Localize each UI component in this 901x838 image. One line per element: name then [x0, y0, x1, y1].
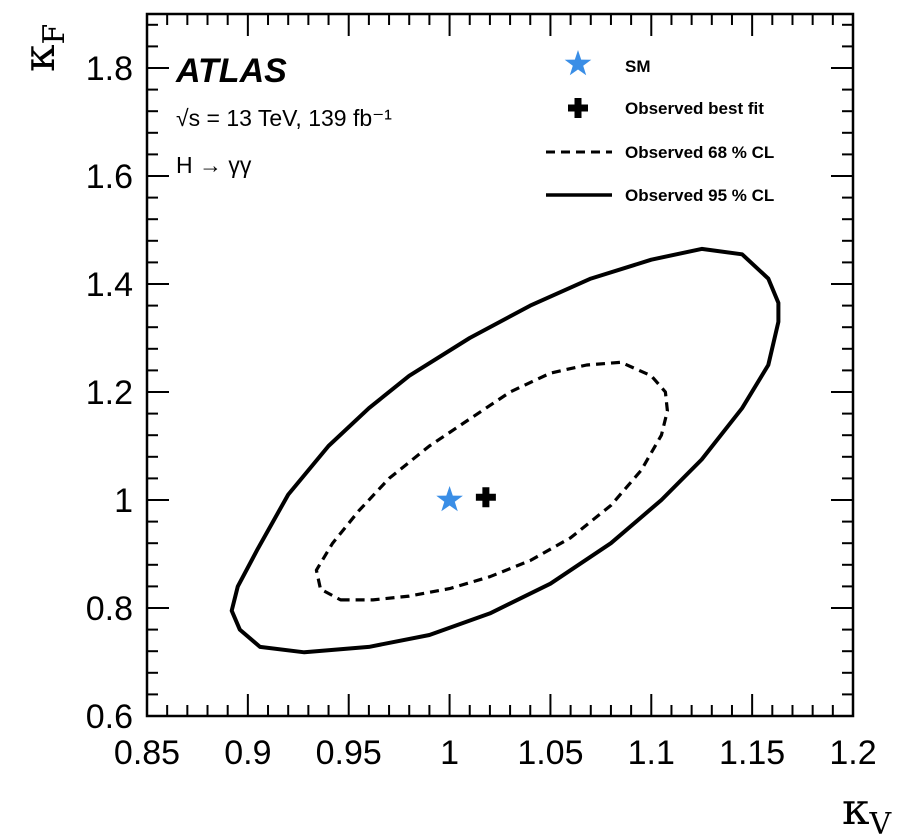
legend-68-label: Observed 68 % CL — [625, 143, 774, 162]
x-tick-label: 1.2 — [829, 734, 876, 772]
contour-68-line — [314, 360, 669, 602]
legend-best-fit-cross-icon — [568, 98, 588, 118]
y-tick-label: 0.8 — [86, 590, 133, 628]
energy-lumi-label: √s = 13 TeV, 139 fb⁻¹ — [176, 105, 392, 131]
y-tick-label: 1 — [114, 482, 133, 520]
best-fit-marker — [475, 487, 496, 508]
contour-95-line — [229, 246, 781, 655]
y-tick-label: 1.6 — [86, 158, 133, 196]
sm-point-marker — [436, 486, 463, 512]
x-axis-title: κV — [842, 784, 893, 838]
plot-frame — [145, 12, 855, 718]
x-tick-label: 1.05 — [517, 734, 583, 772]
x-tick-label: 1.15 — [719, 734, 785, 772]
x-tick-label: 0.85 — [114, 734, 180, 772]
y-tick-label: 0.6 — [86, 698, 133, 736]
y-tick-label: 1.2 — [86, 374, 133, 412]
legend-sm-label: SM — [625, 57, 651, 76]
y-tick-label: 1.8 — [86, 50, 133, 88]
y-tick-labels: 0.6 0.8 1 1.2 1.4 1.6 1.8 — [86, 50, 133, 736]
y-axis-title: κF — [14, 24, 72, 72]
channel-label: H → γγ — [176, 152, 252, 178]
x-tick-label: 0.9 — [224, 734, 271, 772]
legend-sm-star-icon — [564, 50, 592, 76]
x-tick-label: 0.95 — [316, 734, 382, 772]
legend-best-fit-label: Observed best fit — [625, 99, 764, 118]
atlas-label: ATLAS — [175, 52, 287, 90]
tick-marks — [146, 14, 854, 717]
x-tick-label: 1 — [440, 734, 459, 772]
legend-95-label: Observed 95 % CL — [625, 186, 774, 205]
x-tick-label: 1.1 — [628, 734, 675, 772]
x-tick-labels: 0.85 0.9 0.95 1 1.05 1.1 1.15 1.2 — [114, 734, 877, 772]
legend: SM Observed best fit Observed 68 % CL Ob… — [546, 50, 774, 205]
y-tick-label: 1.4 — [86, 266, 133, 304]
